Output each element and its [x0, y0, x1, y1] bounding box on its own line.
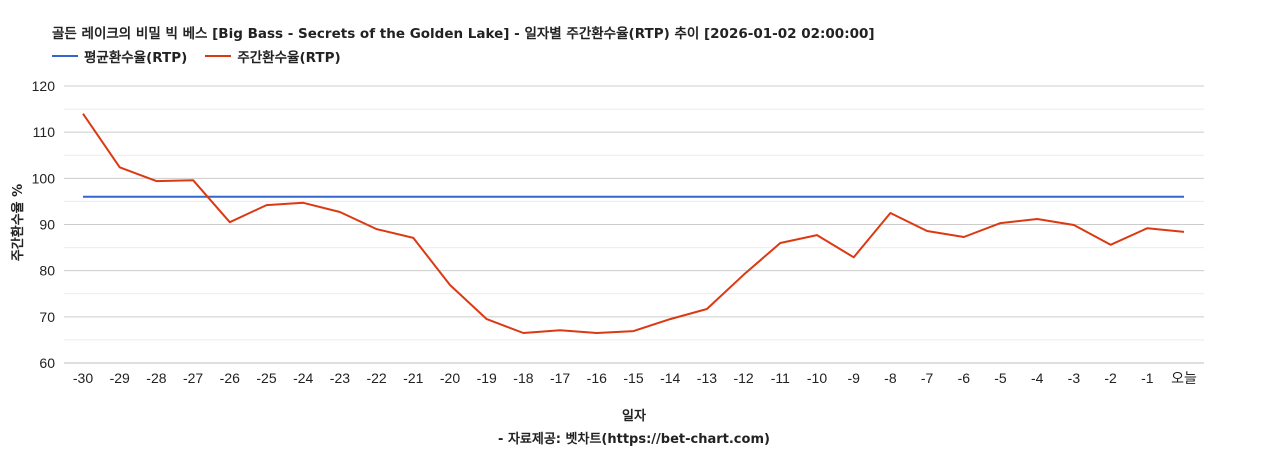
- x-axis-title: 일자: [622, 409, 646, 424]
- x-tick-label: -16: [587, 370, 607, 386]
- chart-title: 골든 레이크의 비밀 빅 베스 [Big Bass - Secrets of t…: [52, 26, 875, 42]
- legend: 평균환수율(RTP) 주간환수율(RTP): [52, 46, 341, 66]
- x-tick-label: -30: [73, 370, 93, 386]
- y-tick-label: 110: [33, 124, 56, 140]
- x-tick-label: -13: [697, 370, 717, 386]
- legend-swatch-average: [52, 55, 78, 57]
- x-tick-label: -8: [884, 370, 897, 386]
- y-tick-label: 90: [39, 217, 55, 233]
- x-tick-label: -14: [660, 370, 680, 386]
- x-tick-label: -18: [513, 370, 533, 386]
- y-tick-label: 80: [39, 263, 55, 279]
- y-tick-label: 60: [39, 355, 55, 371]
- x-tick-label: -24: [293, 370, 313, 386]
- x-tick-label: -22: [366, 370, 386, 386]
- x-tick-label: -10: [807, 370, 827, 386]
- x-tick-label: -12: [733, 370, 753, 386]
- x-tick-label: -6: [958, 370, 971, 386]
- y-axis-title: 주간환수율 %: [10, 184, 26, 261]
- x-tick-label: -25: [256, 370, 276, 386]
- x-tick-label: -9: [847, 370, 860, 386]
- x-tick-label: -21: [403, 370, 423, 386]
- weekly-rtp-line: [82, 113, 1185, 334]
- y-tick-label: 120: [32, 78, 56, 94]
- x-tick-label: -11: [771, 370, 790, 386]
- legend-item-average[interactable]: 평균환수율(RTP): [52, 46, 187, 66]
- x-tick-label: -23: [330, 370, 350, 386]
- x-tick-label: -15: [623, 370, 643, 386]
- x-tick-label: -26: [220, 370, 240, 386]
- x-tick-label: -29: [110, 370, 130, 386]
- x-tick-label: -27: [183, 370, 203, 386]
- x-tick-label: 오늘: [1171, 370, 1197, 386]
- x-tick-label: -3: [1068, 370, 1081, 386]
- x-tick-label: -7: [921, 370, 934, 386]
- x-tick-label: -17: [550, 370, 570, 386]
- x-tick-label: -4: [1031, 370, 1044, 386]
- y-tick-label: 100: [32, 170, 56, 186]
- legend-item-weekly[interactable]: 주간환수율(RTP): [205, 46, 341, 66]
- x-tick-label: -5: [994, 370, 1007, 386]
- x-tick-label: -1: [1141, 370, 1154, 386]
- legend-label-weekly: 주간환수율(RTP): [237, 50, 341, 66]
- x-tick-label: -19: [477, 370, 497, 386]
- legend-label-average: 평균환수율(RTP): [84, 50, 188, 66]
- source-credit: - 자료제공: 벳차트(https://bet-chart.com): [498, 432, 770, 447]
- x-tick-label: -2: [1104, 370, 1117, 386]
- x-tick-label: -28: [146, 370, 166, 386]
- x-tick-label: -20: [440, 370, 460, 386]
- legend-swatch-weekly: [205, 55, 232, 57]
- y-tick-label: 70: [39, 309, 55, 325]
